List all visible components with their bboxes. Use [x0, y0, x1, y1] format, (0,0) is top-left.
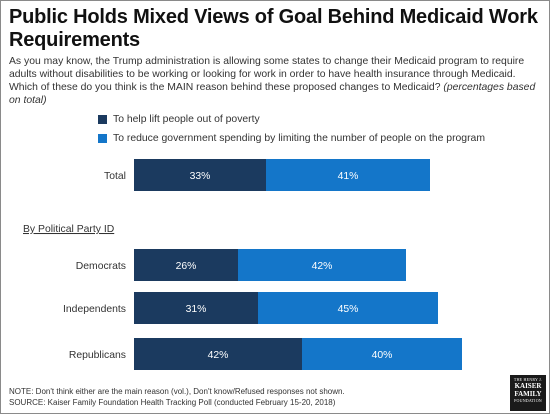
category-label-democrats: Democrats	[76, 261, 126, 272]
logo-line-2a: KAISER	[510, 382, 546, 390]
bar-label-total-series-0: 33%	[190, 171, 211, 182]
source-text: SOURCE: Kaiser Family Foundation Health …	[9, 398, 345, 409]
category-label-independents: Independents	[63, 304, 126, 315]
bar-label-republicans-series-0: 42%	[208, 350, 229, 361]
logo-line-3: FOUNDATION	[510, 398, 546, 403]
chart-footnotes: NOTE: Don't think either are the main re…	[9, 387, 345, 408]
bar-label-republicans-series-1: 40%	[372, 350, 393, 361]
bar-label-independents-series-0: 31%	[186, 304, 207, 315]
category-label-republicans: Republicans	[69, 350, 126, 361]
group-label-party-id: By Political Party ID	[23, 224, 114, 235]
category-label-total: Total	[104, 171, 126, 182]
logo-line-2b: FAMILY	[510, 390, 546, 398]
note-text: NOTE: Don't think either are the main re…	[9, 387, 345, 398]
bar-label-total-series-1: 41%	[338, 171, 359, 182]
bar-label-independents-series-1: 45%	[338, 304, 359, 315]
bar-label-democrats-series-1: 42%	[312, 261, 333, 272]
kff-logo: THE HENRY J. KAISER FAMILY FOUNDATION	[510, 375, 546, 411]
bar-label-democrats-series-0: 26%	[176, 261, 197, 272]
